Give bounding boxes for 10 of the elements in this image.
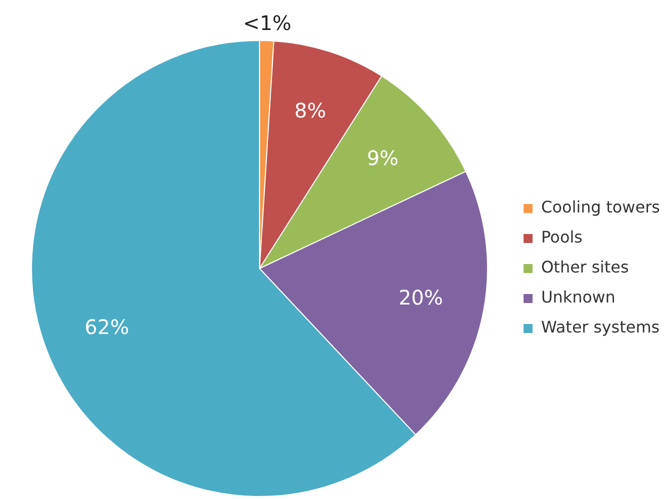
legend-label: Other sites — [541, 258, 629, 277]
data-label: 8% — [294, 98, 326, 123]
legend-label: Cooling towers — [541, 198, 660, 217]
data-label: 62% — [84, 315, 130, 340]
legend-label: Pools — [541, 228, 583, 247]
legend-label: Water systems — [541, 318, 660, 337]
legend-label: Unknown — [541, 288, 616, 307]
data-label: <1% — [242, 10, 292, 35]
data-label: 9% — [366, 146, 399, 170]
data-label: 20% — [398, 285, 444, 310]
